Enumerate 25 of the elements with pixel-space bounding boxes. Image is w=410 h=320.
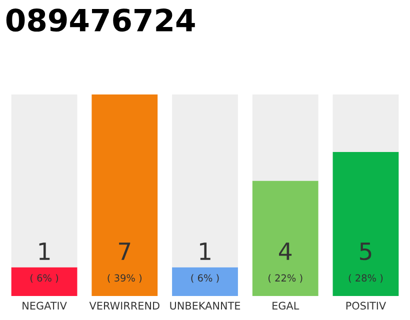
data-label: 4 xyxy=(279,242,292,260)
x-tick-label: VERWIRREND xyxy=(89,302,160,310)
bar xyxy=(11,267,78,296)
annotation: ( 6% ) xyxy=(191,274,219,283)
bar xyxy=(11,94,78,268)
bar xyxy=(172,267,238,296)
data-label: 1 xyxy=(39,242,50,260)
annotation: ( 22% ) xyxy=(268,274,302,283)
bar xyxy=(172,94,238,268)
data-label: 5 xyxy=(360,242,372,260)
bar xyxy=(332,152,399,296)
chart-title: 089476724 xyxy=(6,8,195,32)
data-label: 1 xyxy=(200,242,210,260)
annotation: ( 39% ) xyxy=(108,274,142,283)
annotation: ( 6% ) xyxy=(30,274,58,283)
bar xyxy=(252,180,318,296)
x-tick-label: POSITIV xyxy=(346,302,386,310)
annotation: ( 28% ) xyxy=(348,274,383,283)
data-label: 7 xyxy=(119,242,130,260)
x-tick-label: EGAL xyxy=(272,302,300,310)
bar xyxy=(252,94,318,181)
x-tick-label: NEGATIV xyxy=(22,302,67,310)
bar xyxy=(92,94,158,296)
x-tick-label: UNBEKANNTE xyxy=(170,302,240,310)
bar xyxy=(332,94,399,152)
